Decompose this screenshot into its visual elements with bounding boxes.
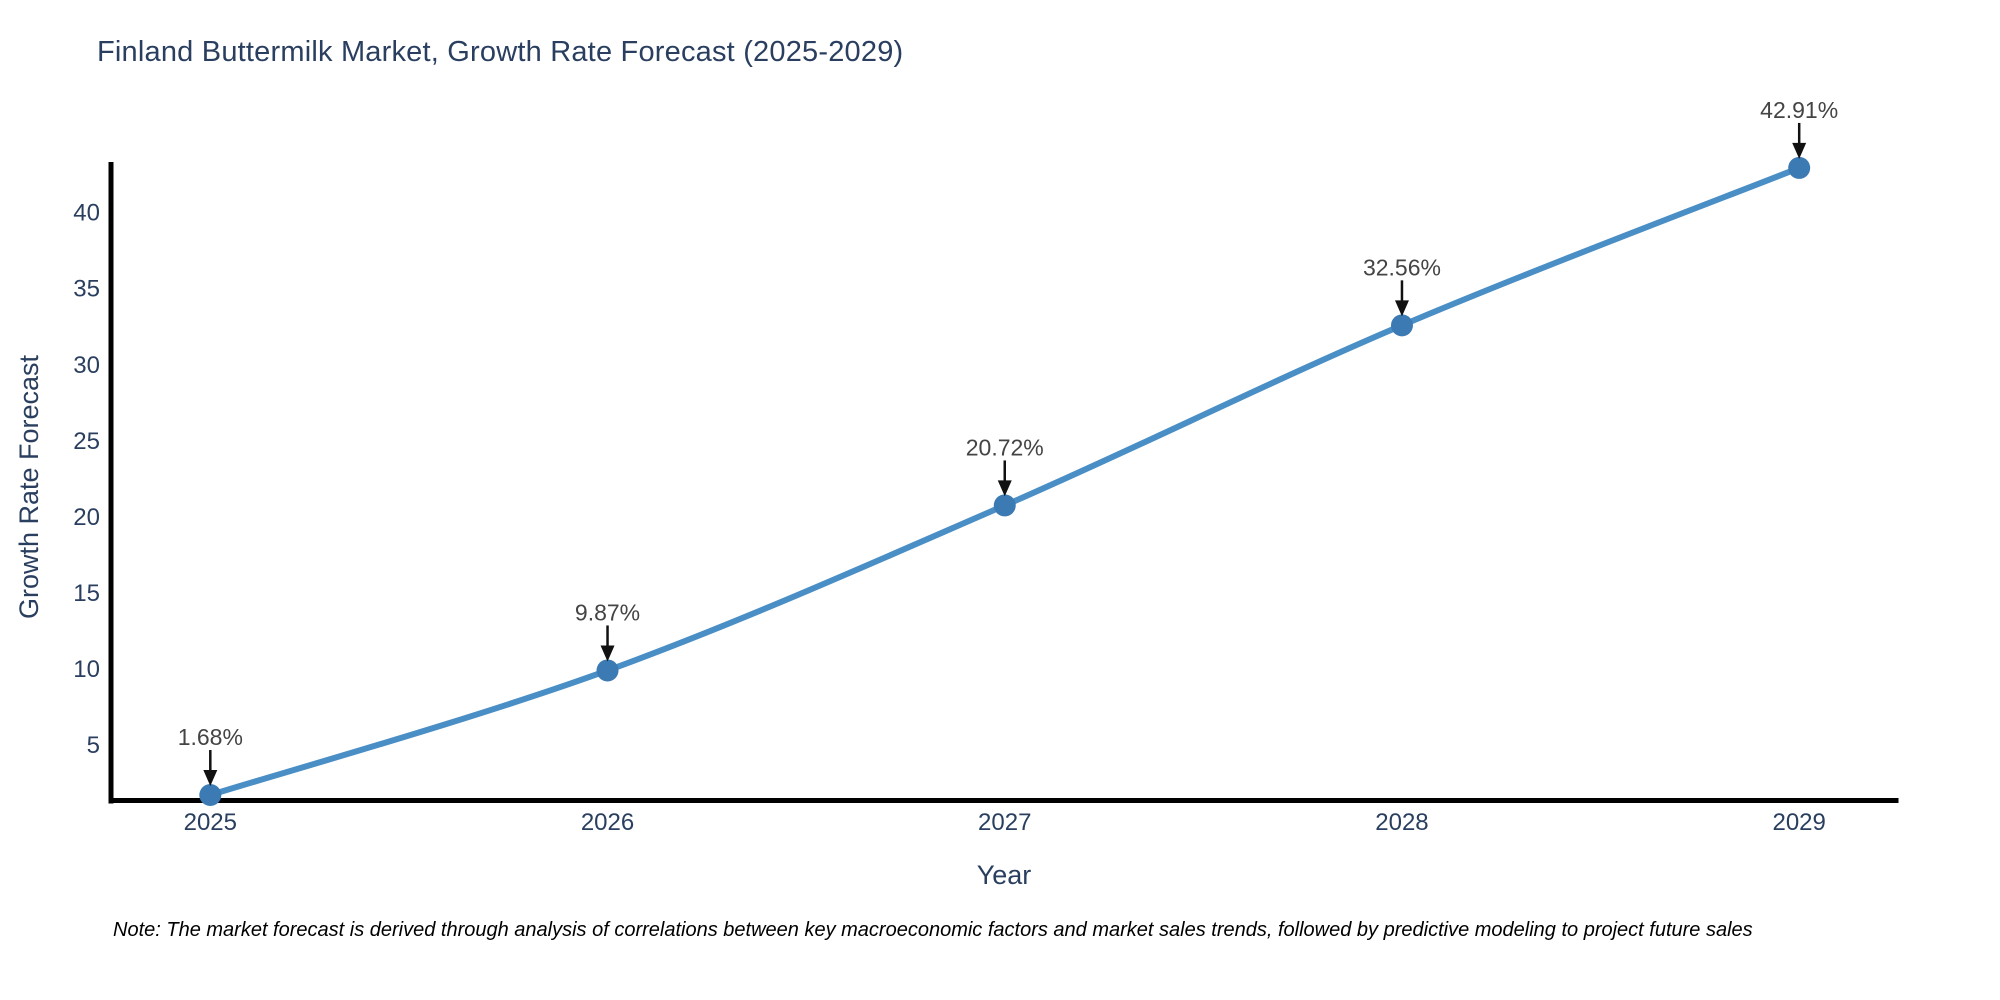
y-axis-line <box>108 162 114 804</box>
y-tick-label: 30 <box>73 352 100 379</box>
y-tick-label: 25 <box>73 428 100 455</box>
annotation-arrowhead-icon <box>203 770 218 787</box>
y-axis-title: Growth Rate Forecast <box>14 354 44 619</box>
annotation-arrowhead-icon <box>1394 300 1409 317</box>
chart-title: Finland Buttermilk Market, Growth Rate F… <box>97 36 904 68</box>
annotation-arrowhead-icon <box>1792 142 1807 159</box>
data-point-marker <box>1788 156 1811 179</box>
y-tick-label: 15 <box>73 580 100 607</box>
y-tick-label: 5 <box>87 732 100 759</box>
data-point-marker <box>1390 314 1413 337</box>
x-tick-label: 2026 <box>581 809 634 836</box>
x-tick-label: 2029 <box>1772 809 1825 836</box>
x-tick-label: 2025 <box>184 809 237 836</box>
x-tick-label: 2027 <box>978 809 1031 836</box>
x-axis-title: Year <box>977 860 1032 890</box>
footnote: Note: The market forecast is derived thr… <box>113 919 1753 941</box>
data-point-marker <box>993 494 1016 517</box>
x-axis-line <box>108 798 1899 803</box>
annotation-arrowhead-icon <box>997 480 1012 497</box>
y-tick-label: 10 <box>73 656 100 683</box>
annotation-arrowhead-icon <box>600 645 615 662</box>
data-point-marker <box>199 784 222 807</box>
y-tick-label: 20 <box>73 504 100 531</box>
y-tick-label: 40 <box>73 200 100 227</box>
annotation-label: 20.72% <box>966 434 1044 460</box>
annotation-label: 42.91% <box>1760 97 1838 123</box>
annotation-label: 9.87% <box>575 599 640 625</box>
annotation-label: 1.68% <box>178 724 243 750</box>
annotation-label: 32.56% <box>1363 254 1441 280</box>
x-tick-label: 2028 <box>1375 809 1428 836</box>
data-point-marker <box>596 659 619 682</box>
y-tick-label: 35 <box>73 276 100 303</box>
